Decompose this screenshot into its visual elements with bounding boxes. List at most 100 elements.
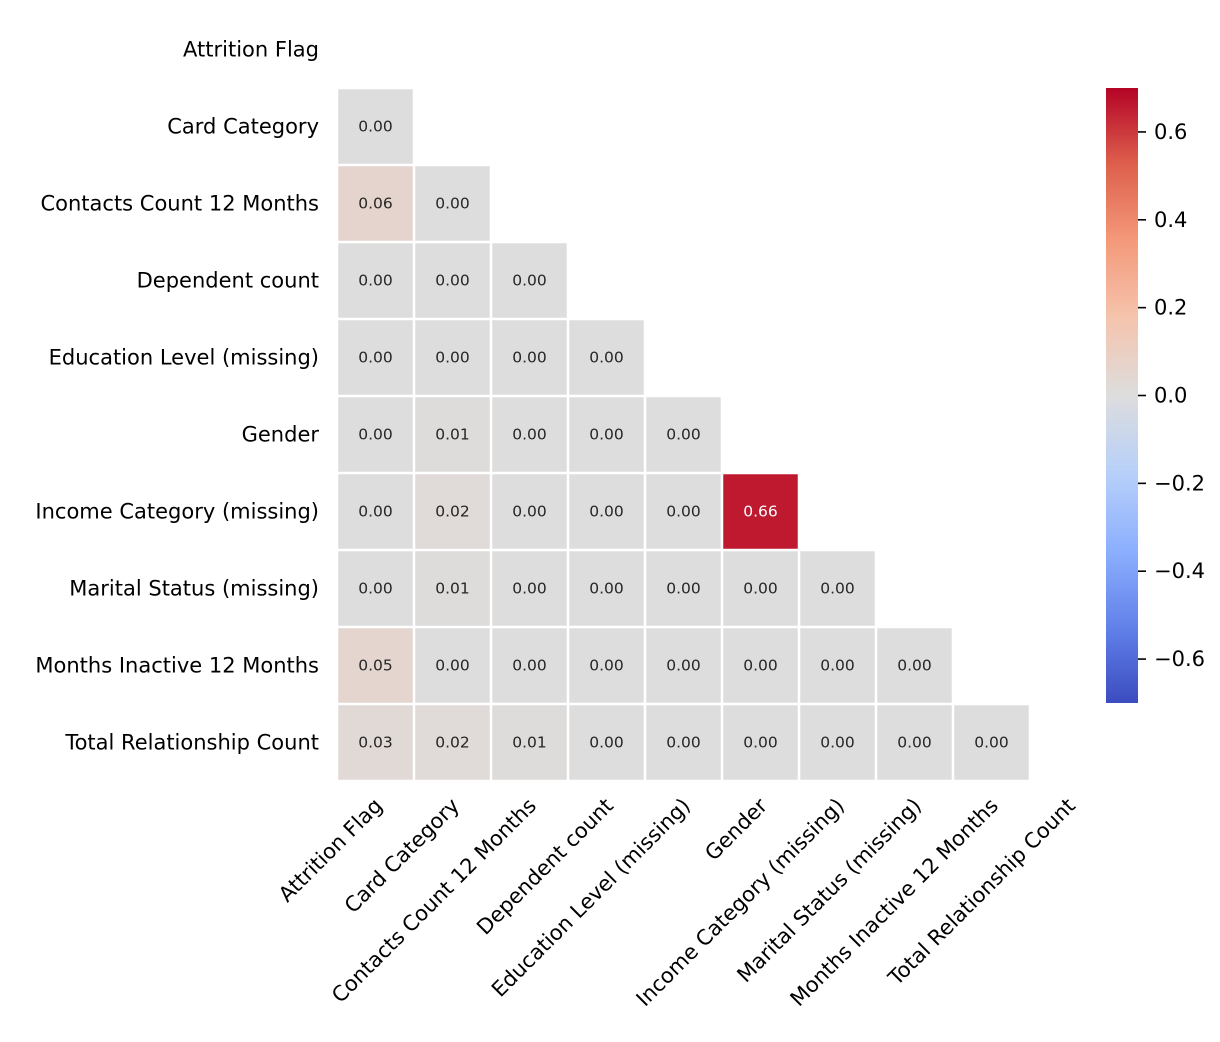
cell-value-label-r4-c0: 0.00 xyxy=(358,349,393,367)
heatmap-cell-r9-c4 xyxy=(646,705,721,780)
heatmap-cell-r8-c2 xyxy=(492,628,567,703)
heatmap-cells: 0.00 0.06 0.00 0.00 0.00 0.00 0.00 0.00 0.00 0.00… xyxy=(338,89,1029,780)
heatmap-cell-r2-c1 xyxy=(415,166,490,241)
cell-value-label-r9-c7: 0.00 xyxy=(897,734,932,752)
cell-value-label-r5-c3: 0.00 xyxy=(589,426,624,444)
cell-value-label-r7-c2: 0.00 xyxy=(512,580,547,598)
heatmap-cell-r7-c5 xyxy=(723,551,798,626)
heatmap-cell-r9-c3 xyxy=(569,705,644,780)
heatmap-cell-r8-c5 xyxy=(723,628,798,703)
cell-value-label-r5-c0: 0.00 xyxy=(358,426,393,444)
heatmap-cell-r2-c0 xyxy=(338,166,413,241)
cell-value-label-r7-c6: 0.00 xyxy=(820,580,855,598)
cell-value-label-r5-c2: 0.00 xyxy=(512,426,547,444)
heatmap-cell-r5-c0 xyxy=(338,397,413,472)
heatmap-cell-r5-c2 xyxy=(492,397,567,472)
row-label-card-category: Card Category xyxy=(167,115,319,139)
heatmap-cell-r6-c5 xyxy=(723,474,798,549)
cell-value-label-r5-c4: 0.00 xyxy=(666,426,701,444)
heatmap-cell-r8-c6 xyxy=(800,628,875,703)
heatmap-cell-r5-c1 xyxy=(415,397,490,472)
cell-value-label-r2-c0: 0.06 xyxy=(358,195,393,213)
cell-value-label-r8-c6: 0.00 xyxy=(820,657,855,675)
cell-value-label-r8-c4: 0.00 xyxy=(666,657,701,675)
heatmap-cell-r5-c4 xyxy=(646,397,721,472)
cell-value-label-r9-c1: 0.02 xyxy=(435,734,470,752)
heatmap-cell-r8-c3 xyxy=(569,628,644,703)
heatmap-cell-r9-c1 xyxy=(415,705,490,780)
cell-value-label-r1-c0: 0.00 xyxy=(358,118,393,136)
cell-value-label-r6-c2: 0.00 xyxy=(512,503,547,521)
cell-value-label-r3-c1: 0.00 xyxy=(435,272,470,290)
heatmap-cell-r8-c7 xyxy=(877,628,952,703)
cell-value-label-r8-c2: 0.00 xyxy=(512,657,547,675)
heatmap-cell-r4-c3 xyxy=(569,320,644,395)
cell-value-label-r4-c2: 0.00 xyxy=(512,349,547,367)
colorbar-gradient xyxy=(1106,88,1138,703)
heatmap-cell-r5-c3 xyxy=(569,397,644,472)
cell-value-label-r3-c2: 0.00 xyxy=(512,272,547,290)
cell-value-label-r6-c1: 0.02 xyxy=(435,503,470,521)
row-label-marital-status-missing: Marital Status (missing) xyxy=(69,577,319,601)
heatmap-cell-r7-c6 xyxy=(800,551,875,626)
row-label-months-inactive-12-months: Months Inactive 12 Months xyxy=(35,654,319,678)
cell-value-label-r9-c4: 0.00 xyxy=(666,734,701,752)
heatmap-cell-r4-c1 xyxy=(415,320,490,395)
heatmap-cell-r6-c3 xyxy=(569,474,644,549)
row-labels: Attrition Flag Card Category Contacts Coun… xyxy=(35,38,319,755)
colorbar-tick-label: 0.0 xyxy=(1154,384,1187,408)
heatmap-cell-r7-c4 xyxy=(646,551,721,626)
heatmap-cell-r8-c1 xyxy=(415,628,490,703)
cell-value-label-r9-c3: 0.00 xyxy=(589,734,624,752)
heatmap-cell-r6-c4 xyxy=(646,474,721,549)
cell-value-label-r6-c4: 0.00 xyxy=(666,503,701,521)
heatmap-cell-r9-c5 xyxy=(723,705,798,780)
heatmap-cell-r4-c2 xyxy=(492,320,567,395)
colorbar: 0.6 0.4 0.2 0.0 −0.2 −0.4 −0.6 xyxy=(1106,88,1205,703)
cell-value-label-r7-c3: 0.00 xyxy=(589,580,624,598)
heatmap-cell-r9-c6 xyxy=(800,705,875,780)
cell-value-label-r6-c3: 0.00 xyxy=(589,503,624,521)
heatmap-cell-r9-c2 xyxy=(492,705,567,780)
row-label-dependent-count: Dependent count xyxy=(137,269,319,293)
column-label-gender: Gender xyxy=(700,793,772,865)
row-label-attrition-flag: Attrition Flag xyxy=(183,38,319,62)
cell-value-label-r7-c4: 0.00 xyxy=(666,580,701,598)
cell-value-label-r5-c1: 0.01 xyxy=(435,426,470,444)
column-label-dependent-count: Dependent count xyxy=(472,794,618,940)
cell-value-label-r8-c0: 0.05 xyxy=(358,657,393,675)
heatmap-cell-r6-c0 xyxy=(338,474,413,549)
heatmap-cell-r4-c0 xyxy=(338,320,413,395)
cell-value-label-r4-c1: 0.00 xyxy=(435,349,470,367)
colorbar-tick-label: −0.4 xyxy=(1154,559,1205,583)
heatmap-cell-r9-c0 xyxy=(338,705,413,780)
heatmap-cell-r7-c3 xyxy=(569,551,644,626)
colorbar-tick-label: −0.2 xyxy=(1154,471,1205,495)
cell-value-label-r3-c0: 0.00 xyxy=(358,272,393,290)
cell-value-label-r9-c8: 0.00 xyxy=(974,734,1009,752)
row-label-contacts-count-12-months: Contacts Count 12 Months xyxy=(40,192,319,216)
heatmap-cell-r7-c1 xyxy=(415,551,490,626)
heatmap-cell-r6-c2 xyxy=(492,474,567,549)
heatmap-cell-r9-c8 xyxy=(954,705,1029,780)
cell-value-label-r7-c0: 0.00 xyxy=(358,580,393,598)
cell-value-label-r6-c0: 0.00 xyxy=(358,503,393,521)
row-label-income-category-missing: Income Category (missing) xyxy=(35,500,319,524)
cell-value-label-r9-c6: 0.00 xyxy=(820,734,855,752)
cell-value-label-r2-c1: 0.00 xyxy=(435,195,470,213)
colorbar-tick-label: 0.4 xyxy=(1154,208,1187,232)
row-label-education-level-missing: Education Level (missing) xyxy=(49,346,319,370)
cell-value-label-r7-c5: 0.00 xyxy=(743,580,778,598)
heatmap-cell-r8-c4 xyxy=(646,628,721,703)
cell-value-label-r4-c3: 0.00 xyxy=(589,349,624,367)
heatmap-cell-r1-c0 xyxy=(338,89,413,164)
heatmap-cell-r7-c0 xyxy=(338,551,413,626)
cell-value-label-r9-c0: 0.03 xyxy=(358,734,393,752)
heatmap-cell-r3-c0 xyxy=(338,243,413,318)
row-label-gender: Gender xyxy=(242,423,320,447)
heatmap-cell-r6-c1 xyxy=(415,474,490,549)
colorbar-tick-label: −0.6 xyxy=(1154,647,1205,671)
cell-value-label-r8-c7: 0.00 xyxy=(897,657,932,675)
